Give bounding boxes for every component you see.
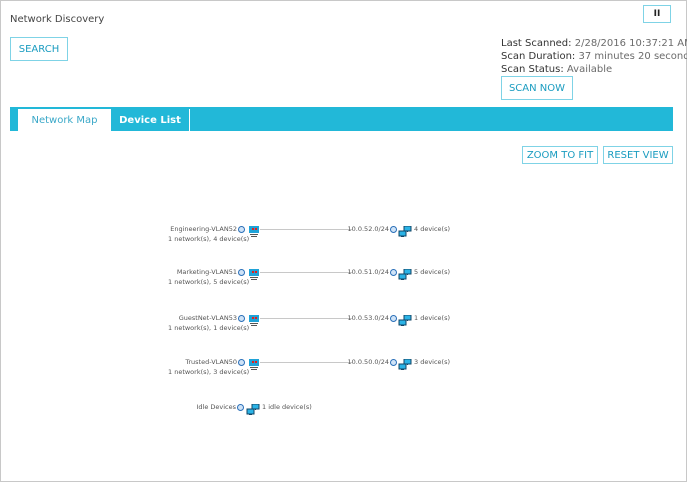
devices-icon[interactable] [398, 356, 412, 370]
device-count: 3 device(s) [414, 358, 451, 366]
network-switch-icon[interactable] [248, 312, 260, 326]
search-button[interactable]: SEARCH [10, 37, 68, 61]
network-switch-icon[interactable] [248, 266, 260, 280]
network-summary: 1 network(s), 3 device(s) [168, 368, 250, 376]
page-title: Network Discovery [10, 14, 105, 25]
network-summary: 1 network(s), 5 device(s) [168, 278, 250, 286]
last-scanned-label: Last Scanned: [501, 38, 572, 49]
scan-duration-label: Scan Duration: [501, 51, 576, 62]
subnet-label: 10.0.52.0/24 [347, 225, 389, 233]
connection-line [260, 362, 352, 363]
expand-idle-icon[interactable] [237, 404, 244, 411]
expand-subnet-icon[interactable] [390, 269, 397, 276]
scan-status-label: Scan Status: [501, 64, 564, 75]
expand-subnet-icon[interactable] [390, 359, 397, 366]
network-name: Engineering-VLAN52 [170, 225, 237, 233]
scan-duration-value: 37 minutes 20 seconds [578, 51, 687, 62]
network-name: Marketing-VLAN51 [176, 268, 237, 276]
network-summary: 1 network(s), 4 device(s) [168, 235, 250, 243]
reset-view-button[interactable]: RESET VIEW [603, 146, 673, 164]
expand-node-icon[interactable] [238, 269, 245, 276]
device-count: 1 device(s) [414, 314, 451, 322]
network-name: Trusted-VLAN50 [185, 358, 237, 366]
devices-icon[interactable] [398, 223, 412, 237]
subnet-label: 10.0.50.0/24 [347, 358, 389, 366]
idle-devices-icon[interactable] [246, 401, 260, 415]
subnet-label: 10.0.51.0/24 [347, 268, 389, 276]
network-summary: 1 network(s), 1 device(s) [168, 324, 250, 332]
network-switch-icon[interactable] [248, 223, 260, 237]
idle-device-count: 1 idle device(s) [262, 403, 312, 411]
device-count: 4 device(s) [414, 225, 451, 233]
connection-line [260, 272, 352, 273]
devices-icon[interactable] [398, 312, 412, 326]
scan-now-button[interactable]: SCAN NOW [501, 76, 573, 100]
expand-subnet-icon[interactable] [390, 226, 397, 233]
network-name: GuestNet-VLAN53 [178, 314, 237, 322]
scan-status-value: Available [566, 64, 613, 75]
subnet-label: 10.0.53.0/24 [347, 314, 389, 322]
last-scanned-value: 2/28/2016 10:37:21 AM [574, 38, 687, 49]
devices-icon[interactable] [398, 266, 412, 280]
network-switch-icon[interactable] [248, 356, 260, 370]
expand-node-icon[interactable] [238, 315, 245, 322]
pause-button[interactable]: II [643, 5, 671, 23]
device-count: 5 device(s) [414, 268, 451, 276]
expand-subnet-icon[interactable] [390, 315, 397, 322]
zoom-to-fit-button[interactable]: ZOOM TO FIT [522, 146, 598, 164]
tab-bar: Network Map Device List [10, 107, 673, 131]
pause-icon: II [653, 9, 661, 19]
connection-line [260, 318, 352, 319]
idle-devices-label: Idle Devices [196, 403, 236, 411]
connection-line [260, 229, 352, 230]
scan-info: Last Scanned: 2/28/2016 10:37:21 AM Scan… [501, 37, 687, 76]
expand-node-icon[interactable] [238, 226, 245, 233]
expand-node-icon[interactable] [238, 359, 245, 366]
tab-network-map[interactable]: Network Map [18, 109, 111, 131]
tab-device-list[interactable]: Device List [111, 109, 190, 131]
